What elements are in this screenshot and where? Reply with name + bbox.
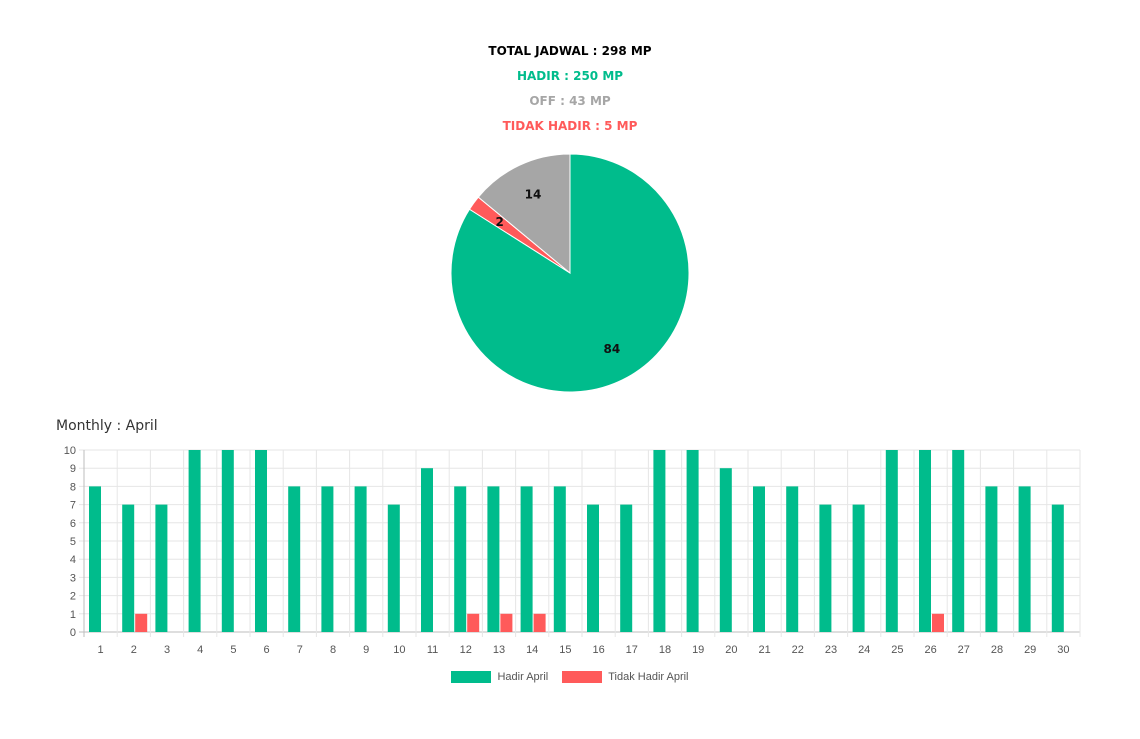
bar-hadir[interactable] xyxy=(255,450,267,632)
x-tick-label: 14 xyxy=(526,644,538,656)
y-tick-label: 7 xyxy=(70,500,76,512)
bar-hadir[interactable] xyxy=(288,486,301,632)
bar-hadir[interactable] xyxy=(421,468,433,632)
bar-hadir[interactable] xyxy=(387,504,400,632)
x-tick-label: 26 xyxy=(924,644,936,656)
x-tick-label: 8 xyxy=(330,644,336,656)
summary-hadir: HADIR : 250 MP xyxy=(516,69,624,83)
bar-hadir[interactable] xyxy=(753,486,765,632)
y-tick-label: 4 xyxy=(70,554,76,566)
x-tick-label: 5 xyxy=(230,644,236,656)
bar-hadir[interactable] xyxy=(188,450,201,632)
y-tick-label: 2 xyxy=(70,591,76,603)
bar-hadir[interactable] xyxy=(122,504,135,632)
bar-hadir[interactable] xyxy=(819,504,832,632)
legend-item-tidak-hadir[interactable]: Tidak Hadir April xyxy=(562,671,689,683)
x-tick-label: 16 xyxy=(592,644,604,656)
bar-hadir[interactable] xyxy=(520,486,533,632)
x-tick-label: 24 xyxy=(858,644,870,656)
x-tick-label: 2 xyxy=(131,644,137,656)
pie-slice-off[interactable] xyxy=(477,153,571,275)
bar-hadir[interactable] xyxy=(985,486,998,632)
x-tick-label: 9 xyxy=(363,644,369,656)
bar-hadir[interactable] xyxy=(553,486,566,632)
x-tick-label: 30 xyxy=(1057,644,1069,656)
x-tick-label: 20 xyxy=(725,644,737,656)
pie-label-off: 14 xyxy=(525,187,542,201)
summary-tidak-hadir: TIDAK HADIR : 5 MP xyxy=(502,119,638,133)
x-tick-label: 15 xyxy=(559,644,571,656)
x-tick-label: 7 xyxy=(297,644,303,656)
x-tick-label: 6 xyxy=(264,644,270,656)
x-tick-label: 3 xyxy=(164,644,170,656)
bar-hadir[interactable] xyxy=(487,486,500,632)
bar-hadir[interactable] xyxy=(1051,504,1064,632)
bar-hadir[interactable] xyxy=(786,486,799,632)
y-tick-label: 3 xyxy=(70,572,76,584)
y-tick-label: 10 xyxy=(64,445,76,457)
y-tick-label: 9 xyxy=(70,463,76,475)
pie-chart: 84 2 14 xyxy=(450,153,690,393)
legend-swatch-tidak-hadir xyxy=(562,671,603,683)
x-tick-label: 21 xyxy=(758,644,770,656)
bar-tidak-hadir[interactable] xyxy=(932,613,944,632)
legend-label-tidak-hadir: Tidak Hadir April xyxy=(608,671,689,683)
x-tick-label: 23 xyxy=(825,644,837,656)
legend-item-hadir[interactable]: Hadir April xyxy=(451,671,548,683)
bar-hadir[interactable] xyxy=(620,504,633,632)
x-tick-label: 12 xyxy=(460,644,472,656)
pie-label-tidak-hadir: 2 xyxy=(496,215,504,229)
x-tick-label: 11 xyxy=(427,644,438,656)
bar-hadir[interactable] xyxy=(221,450,234,632)
x-tick-label: 17 xyxy=(626,644,638,656)
bar-tidak-hadir[interactable] xyxy=(533,613,546,632)
summary-total: TOTAL JADWAL : 298 MP xyxy=(488,44,652,58)
y-tick-label: 6 xyxy=(70,518,76,530)
bar-tidak-hadir[interactable] xyxy=(467,613,480,632)
y-tick-label: 1 xyxy=(70,609,76,621)
bar-hadir[interactable] xyxy=(919,450,931,632)
bar-hadir[interactable] xyxy=(454,486,467,632)
bar-hadir[interactable] xyxy=(321,486,334,632)
bar-hadir[interactable] xyxy=(587,504,599,632)
legend-label-hadir: Hadir April xyxy=(497,671,549,683)
legend-swatch-hadir xyxy=(451,671,492,683)
bar-hadir[interactable] xyxy=(1018,486,1031,632)
bar-hadir[interactable] xyxy=(653,450,666,632)
pie-label-hadir: 84 xyxy=(603,342,620,356)
bar-hadir[interactable] xyxy=(89,486,101,632)
summary-off: OFF : 43 MP xyxy=(529,94,611,108)
x-tick-label: 4 xyxy=(197,644,203,656)
y-tick-label: 0 xyxy=(70,627,76,639)
bar-tidak-hadir[interactable] xyxy=(500,613,513,632)
bar-chart-title: Monthly : April xyxy=(56,418,158,434)
bar-hadir[interactable] xyxy=(686,450,699,632)
x-tick-label: 1 xyxy=(98,644,104,656)
x-tick-label: 27 xyxy=(958,644,970,656)
bar-tidak-hadir[interactable] xyxy=(135,613,148,632)
x-tick-label: 28 xyxy=(991,644,1003,656)
x-tick-label: 29 xyxy=(1024,644,1036,656)
bar-hadir[interactable] xyxy=(885,450,898,632)
x-tick-label: 18 xyxy=(659,644,671,656)
x-tick-label: 25 xyxy=(891,644,903,656)
bar-hadir[interactable] xyxy=(155,504,168,632)
x-tick-label: 22 xyxy=(792,644,804,656)
y-tick-label: 5 xyxy=(70,536,76,548)
bar-legend: Hadir April Tidak Hadir April xyxy=(0,671,1140,683)
bar-hadir[interactable] xyxy=(354,486,367,632)
bar-hadir[interactable] xyxy=(952,450,965,632)
x-tick-label: 13 xyxy=(493,644,505,656)
x-tick-label: 19 xyxy=(692,644,704,656)
bar-hadir[interactable] xyxy=(852,504,865,632)
x-tick-label: 10 xyxy=(393,644,405,656)
y-tick-label: 8 xyxy=(70,481,76,493)
bar-hadir[interactable] xyxy=(719,468,732,632)
